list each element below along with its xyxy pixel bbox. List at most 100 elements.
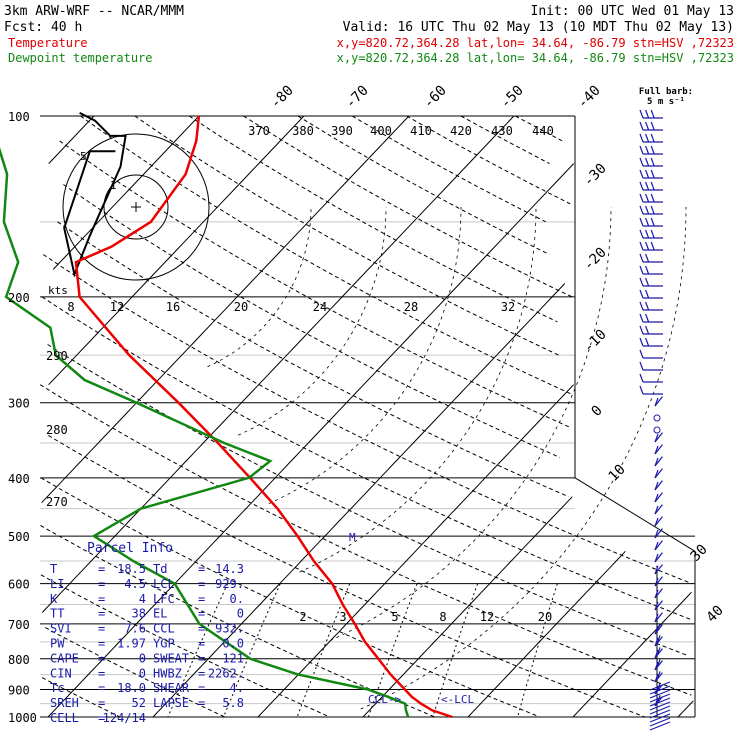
dry-adiabat-360 [57,221,569,498]
barb-flag-19-0 [639,337,644,347]
barb-low-726 [649,717,671,727]
barb-flag-27-0 [654,433,659,443]
parcel-eq-2: = [198,622,205,636]
parcel-eq: = [98,666,105,680]
parcel-row-0: T = 18.5 Td = 14.3 [50,562,244,576]
hodograph-trace [63,112,127,278]
barb-flag-45-0 [654,649,659,659]
barb-flag-32-0 [654,493,659,503]
isotherm-label--50: -50 [498,83,527,112]
parcel-eq-2: = [198,592,205,606]
barb-flag-7-1 [645,193,650,203]
hodograph-ring-label-8: 8 [67,300,74,314]
barb-flag-47-1 [656,671,661,680]
barb-flag-11-2 [650,241,655,251]
isotherm-label--80: -80 [268,83,297,112]
parcel-key: Tc [50,681,64,695]
theta-e-label-390: 390 [331,124,353,138]
dry-adiabat-430 [297,115,550,255]
parcel-key: TT [50,607,64,621]
dry-adiabat-280 [40,574,331,718]
barb-flag-5-2 [650,169,655,179]
theta-e-label-410: 410 [410,124,432,138]
barb-shaft-30 [654,468,663,479]
barb-flag-8-2 [650,205,655,215]
mixing-ratio-label-8: 8 [439,610,446,624]
parcel-eq: = [98,637,105,651]
parcel-eq: = [98,651,105,665]
hodograph-ring-label-20: 20 [234,300,248,314]
parcel-value-2: 932. [215,622,244,636]
barb-shaft-29 [654,456,663,467]
barb-shaft-32 [654,492,663,503]
isotherm-10 [362,496,573,718]
hodograph-arc-1 [207,206,312,368]
parcel-eq-2: = [198,637,205,651]
hodograph-arc-4 [299,206,537,573]
isotherm-20 [467,550,626,718]
barb-flag-16-0 [639,301,644,311]
parcel-row-2: K = 4 LFC = 0. [50,592,244,606]
pressure-label-700: 700 [8,618,30,632]
parcel-info-table: T = 18.5 Td = 14.3 LI = 4.5 LCL = 929. K = 4 LFC = 0. TT = 3… [50,562,244,725]
parcel-value: 18.0 [117,681,146,695]
theta-e-label-440: 440 [532,124,554,138]
parcel-value: 7.6 [124,622,146,636]
barb-shaft-34 [654,516,663,527]
barb-flag-8-1 [645,205,650,215]
barb-flag-0-0 [639,109,644,119]
parcel-row-10: CELL =124/14 [50,711,146,725]
isotherm-30 [572,591,692,718]
parcel-value: 0 [139,666,146,680]
barb-flag-10-1 [645,229,650,239]
isotherm--70 [48,115,95,164]
barb-flag-6-0 [639,181,644,191]
parcel-value-2: 4. [230,681,244,695]
parcel-eq: = [98,696,105,710]
barb-flag-48-1 [656,683,661,692]
isotherm-label-40: 40 [704,603,727,626]
barb-flag-43-0 [654,625,659,635]
hodograph-ring-label-32: 32 [501,300,515,314]
parcel-eq-2: = [198,681,205,695]
barb-flag-9-0 [639,217,644,227]
barb-flag-9-1 [645,217,650,227]
isotherm--40 [41,115,410,504]
parcel-value: 0 [139,651,146,665]
annotation-lcl: <-LCL [441,693,474,706]
parcel-value-2: 14.3 [215,562,244,576]
barb-flag-44-1 [656,635,661,644]
barb-flag-0-2 [650,109,655,119]
barb-shaft-40 [654,588,663,599]
parcel-eq: = [98,592,105,606]
barb-flag-35-0 [654,529,659,539]
isotherm-0 [257,384,574,718]
barb-flag-11-1 [645,241,650,251]
mixing-ratio-label-5: 5 [391,610,398,624]
dry-adiabat-300 [40,477,541,718]
isotherm--10 [152,283,566,718]
barb-flag-8-0 [639,205,644,215]
parcel-eq: = [98,562,105,576]
barb-flag-20-0 [639,349,644,359]
barb-calm-26 [653,426,661,434]
parcel-key: K [50,592,58,606]
barb-flag-24-0 [654,397,659,407]
parcel-row-4: SVI = 7.6 CCL = 932. [50,622,244,636]
moist-adiabat-label-290: 290 [46,349,68,363]
parcel-value: 124/14 [103,711,146,725]
barb-low-730 [649,721,671,731]
parcel-info-title: Parcel Info [87,541,173,556]
barb-shaft-36 [654,540,663,551]
parcel-value-2: 2262. [208,666,244,680]
barb-flag-30-0 [654,469,659,479]
dry-adiabat-390 [80,115,572,395]
parcel-eq-2: = [198,562,205,576]
barb-flag-13-1 [645,265,650,275]
parcel-row-9: SREH = 52 LAPSE = 5.8 [50,696,244,710]
isotherm--50 [48,115,305,386]
barb-flag-12-1 [645,253,650,263]
barb-flag-10-0 [639,229,644,239]
model-title: 3km ARW-WRF -- NCAR/MMM [4,4,184,19]
